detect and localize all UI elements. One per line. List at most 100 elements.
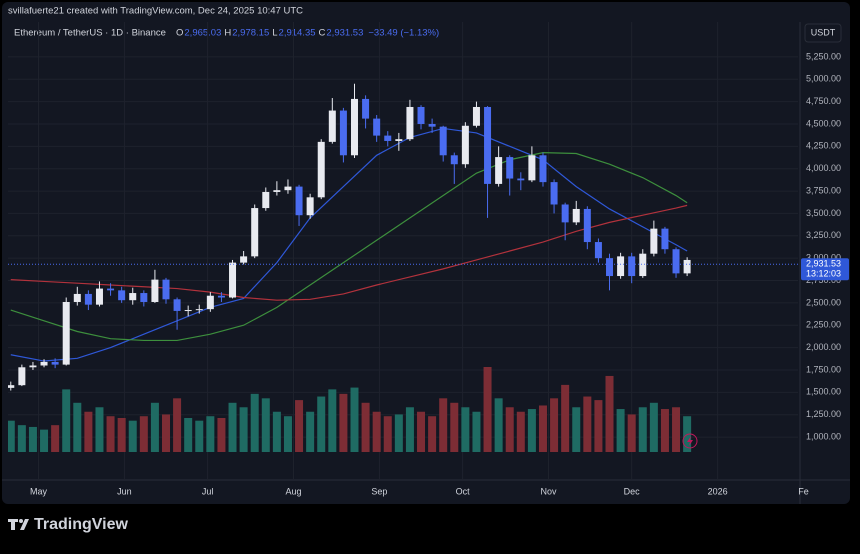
candle-body: [162, 279, 170, 300]
candle-body: [395, 139, 403, 141]
candle-body: [550, 182, 558, 205]
candle-body: [95, 288, 103, 305]
x-tick-label: Fe: [798, 486, 809, 496]
volume-bar: [516, 411, 525, 452]
ohlc-value: 2,931.53: [326, 28, 363, 39]
volume-bar: [472, 411, 481, 452]
volume-bar: [261, 398, 270, 452]
attribution: svillafuerte21 created with TradingView.…: [8, 6, 303, 17]
currency-box[interactable]: [804, 23, 842, 43]
candle-body: [195, 309, 203, 311]
candle-body: [140, 293, 148, 302]
ohlc-value: 2,965.03: [184, 28, 221, 39]
chart-panel: [2, 2, 850, 504]
volume-bar: [272, 411, 281, 452]
alert-icon[interactable]: [682, 433, 698, 449]
volume-bar: [550, 398, 559, 452]
volume-bar: [28, 426, 37, 452]
y-tick-label: 3,750.00: [806, 185, 841, 195]
candle-body: [251, 208, 259, 257]
volume-bar: [361, 402, 370, 452]
y-tick-label: 2,500.00: [806, 297, 841, 307]
ohlc-value: 2,978.15: [232, 28, 269, 39]
volume-bar: [117, 418, 126, 452]
candle-body: [539, 155, 547, 183]
volume-bar: [627, 414, 636, 452]
candle-body: [8, 385, 15, 388]
volume-bar: [616, 409, 625, 452]
change: −33.49 (−1.13%): [368, 28, 439, 39]
currency[interactable]: USDT: [811, 27, 836, 37]
candle-body: [118, 290, 126, 301]
ohlc-label: L: [272, 28, 277, 39]
y-tick-label: 1,500.00: [806, 387, 841, 397]
volume-bar: [17, 425, 26, 452]
x-tick-label: May: [30, 486, 48, 496]
brand-logo: [8, 519, 29, 530]
candle-body: [650, 228, 658, 254]
candle-body: [495, 157, 503, 184]
x-tick-label: Oct: [456, 486, 471, 496]
ohlc-value: 2,914.35: [279, 28, 316, 39]
candle-body: [262, 191, 270, 209]
volume-bar: [306, 411, 315, 452]
volume-bar: [372, 411, 381, 452]
candle-body: [428, 123, 436, 127]
candle-body: [617, 256, 625, 277]
volume-bar: [505, 407, 514, 452]
y-tick-label: 4,750.00: [806, 96, 841, 106]
x-tick-label: Dec: [624, 486, 641, 496]
y-tick-label: 1,000.00: [806, 431, 841, 441]
candle-body: [362, 98, 370, 119]
moving-averages: [10, 127, 688, 362]
volume-bar: [350, 387, 359, 452]
candle-body: [594, 242, 602, 259]
volume-bar: [649, 402, 658, 452]
volume: [8, 367, 692, 452]
candle-body: [484, 106, 492, 184]
grid: [8, 22, 798, 480]
last-price-box: [801, 258, 849, 281]
volume-bar: [594, 400, 603, 452]
volume-bar: [62, 389, 71, 452]
y-tick-label: 3,500.00: [806, 208, 841, 218]
volume-bar: [672, 407, 681, 452]
candle-body: [240, 256, 248, 263]
volume-bar: [339, 393, 348, 452]
candle-body: [18, 367, 26, 386]
x-tick-label: Jun: [117, 486, 132, 496]
candle-body: [406, 106, 414, 140]
volume-bar: [139, 416, 148, 452]
x-tick-label: Sep: [371, 486, 387, 496]
axes: 1,000.00 1,250.00 1,500.00 1,750.00 2,000.00…: [8, 51, 849, 496]
candle-body: [417, 106, 425, 124]
volume-bar: [494, 398, 503, 452]
candle-body: [373, 118, 381, 136]
candle-body: [639, 253, 647, 277]
candle-body: [73, 293, 81, 302]
volume-bar: [605, 375, 614, 452]
candle-body: [317, 141, 325, 198]
ohlc-label: C: [319, 28, 326, 39]
candle-body: [84, 293, 92, 305]
moving-average: [10, 204, 688, 301]
volume-bar: [40, 429, 49, 452]
volume-bar: [228, 402, 237, 452]
candle-body: [328, 110, 336, 142]
volume-bar: [128, 420, 137, 452]
volume-bar: [328, 389, 337, 452]
volume-bar: [73, 402, 82, 452]
candle-body: [561, 204, 569, 223]
ohlc-label: H: [224, 28, 231, 39]
ohlc-label: O: [176, 28, 183, 39]
y-tick-label: 5,250.00: [806, 51, 841, 61]
candle-body: [661, 228, 669, 250]
candle-body: [628, 256, 636, 277]
candle-body: [350, 98, 358, 156]
candle-body: [339, 110, 347, 156]
x-tick-label: Nov: [541, 486, 558, 496]
candle-body: [528, 155, 536, 181]
volume-bar: [538, 405, 547, 452]
y-tick-label: 4,500.00: [806, 118, 841, 128]
candle-body: [672, 249, 680, 274]
